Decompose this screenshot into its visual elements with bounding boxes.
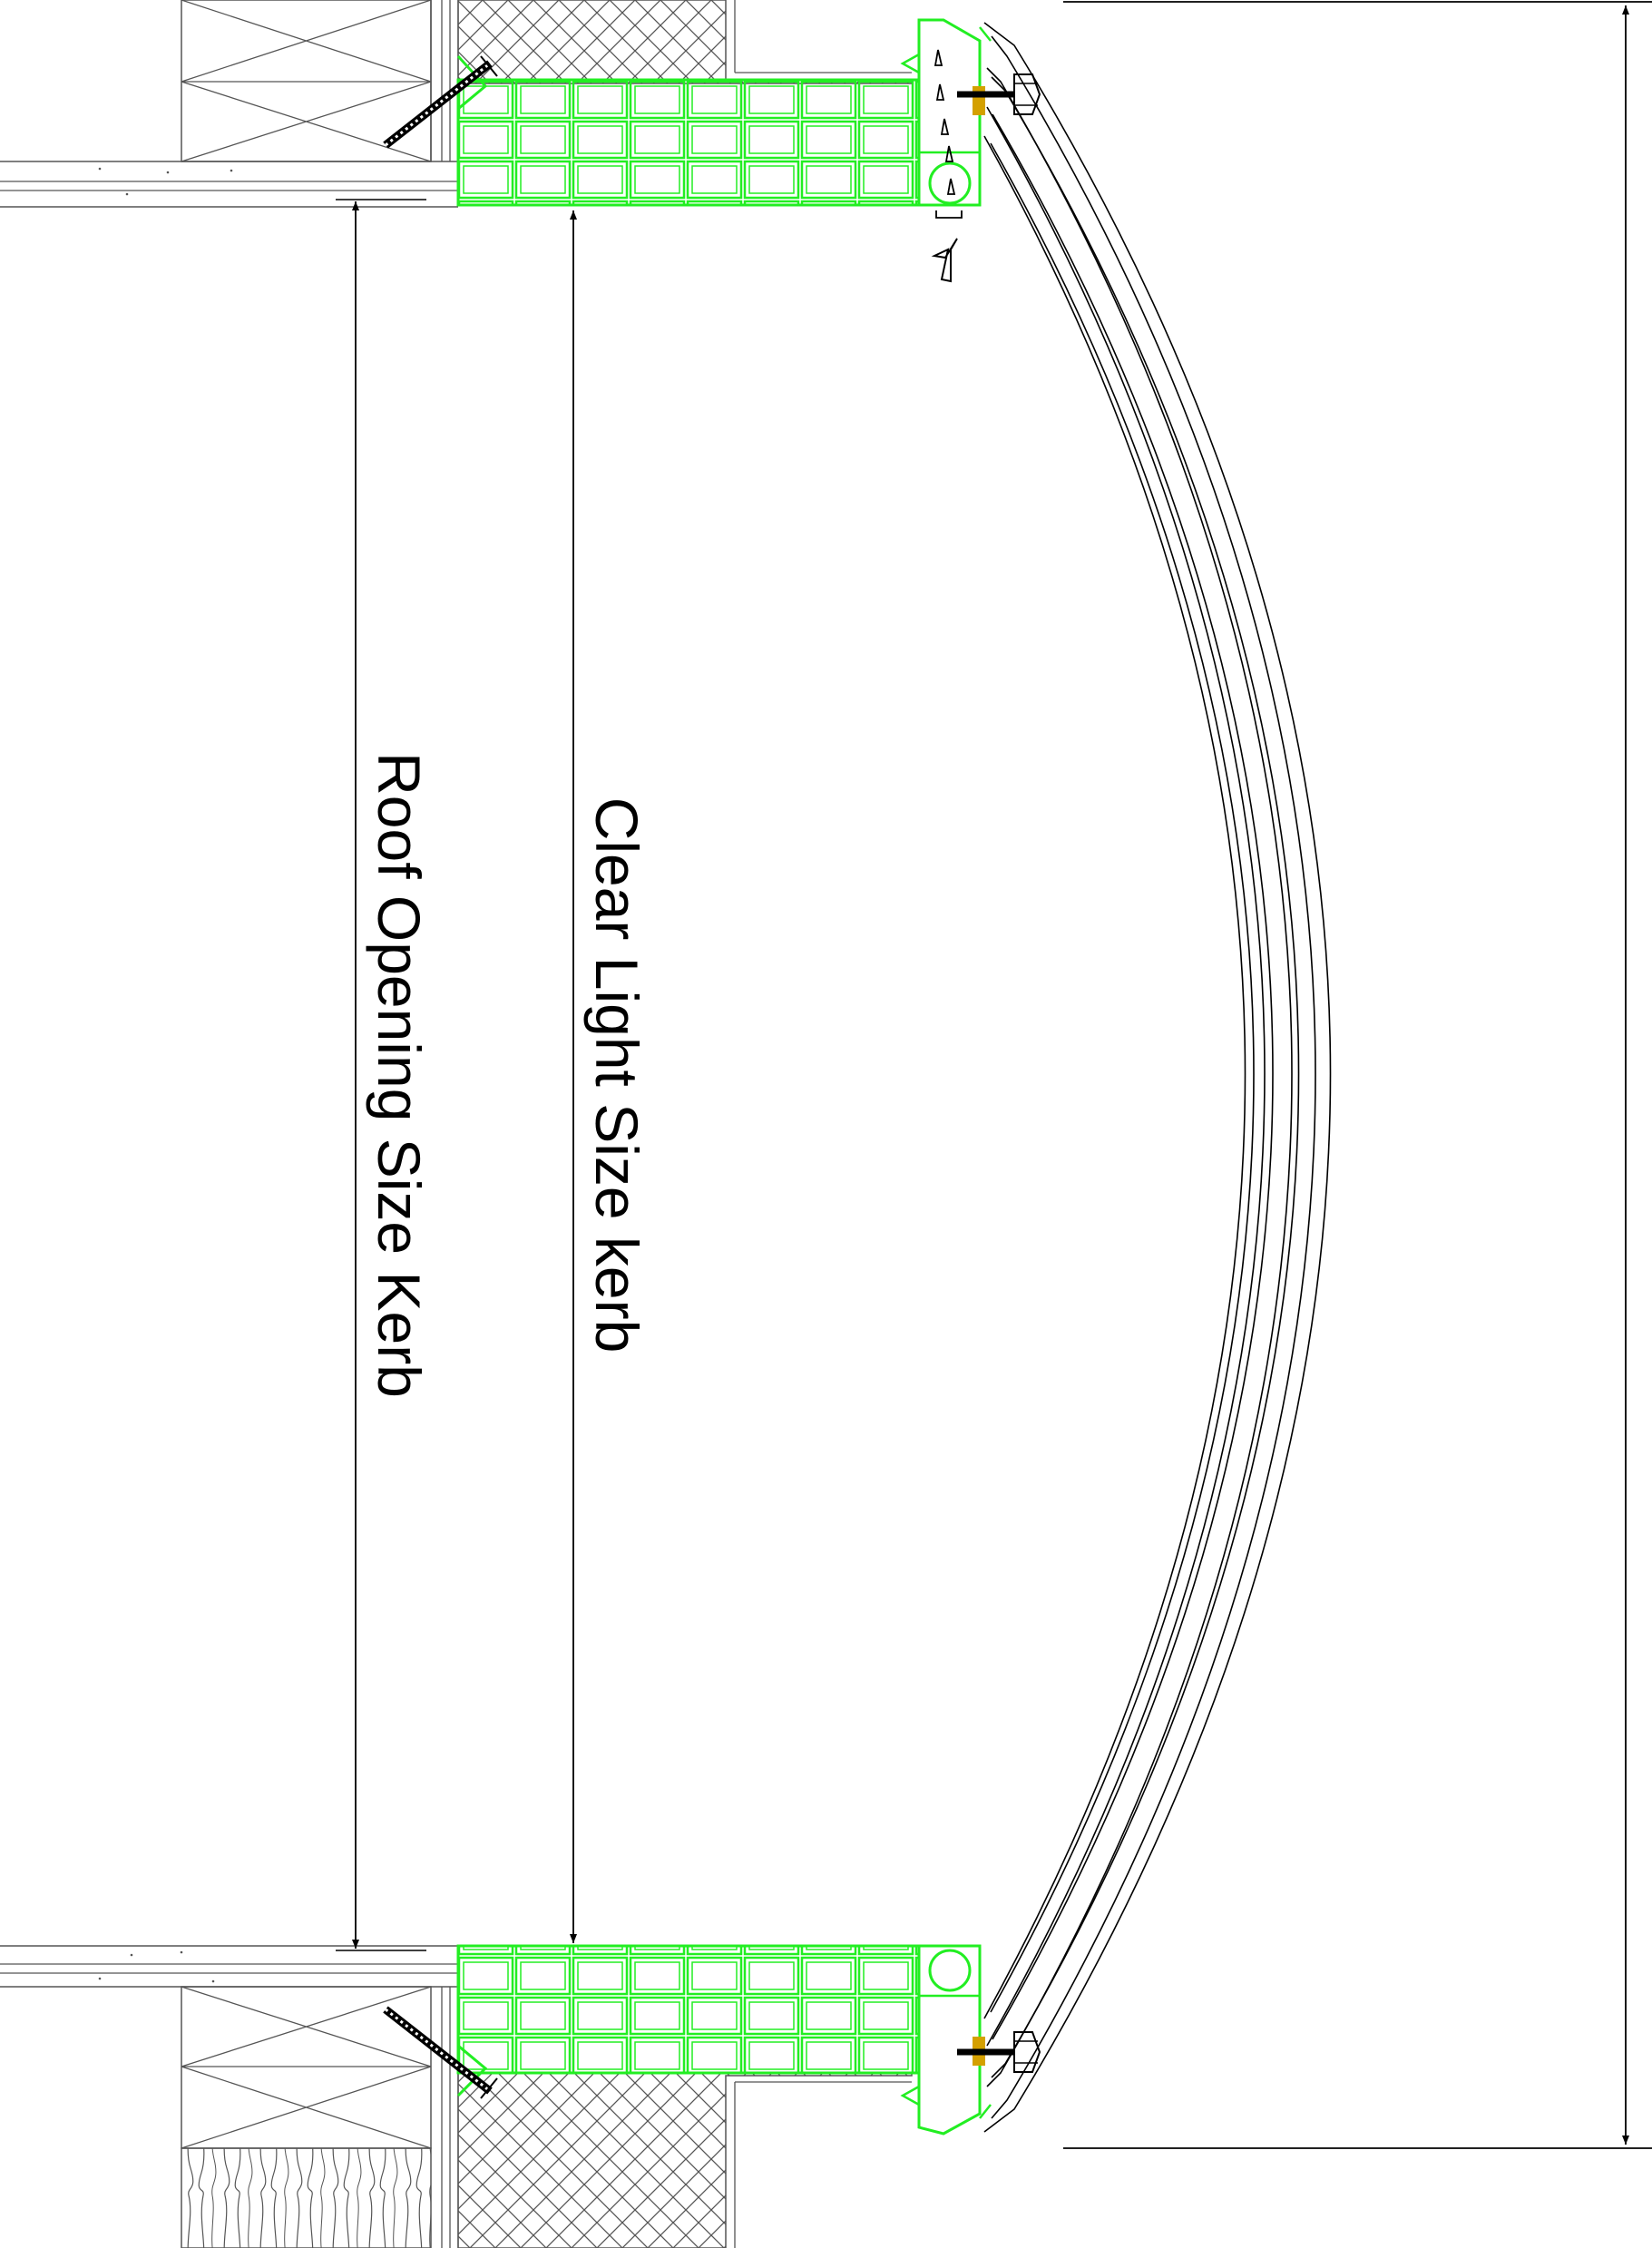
top-roof-deck bbox=[0, 161, 458, 208]
bottom-kerb-tube bbox=[928, 1949, 972, 1992]
bottom-insulation-hatch bbox=[457, 2072, 913, 2248]
fixing-bolt-icon bbox=[957, 73, 1041, 115]
vent-arrow-icon bbox=[931, 238, 958, 283]
screw-icon bbox=[383, 2006, 498, 2099]
domed-glazing bbox=[983, 22, 1332, 2133]
bottom-roof-deck bbox=[0, 1945, 458, 1988]
clear-light-size-label: Clear Light Size kerb bbox=[583, 797, 650, 1354]
vent-arrow-icon bbox=[934, 49, 956, 195]
fixing-bolt-icon bbox=[957, 2031, 1041, 2073]
overall-dimension bbox=[1063, 1, 1652, 2149]
wood-grain-pattern bbox=[181, 2147, 432, 2248]
top-insulation-hatch bbox=[457, 0, 913, 84]
top-wall-section bbox=[0, 0, 913, 208]
bottom-kerb-profile bbox=[456, 1944, 992, 2136]
top-kerb-tube bbox=[928, 161, 972, 205]
screw-icon bbox=[383, 55, 498, 149]
bottom-wall-section bbox=[0, 1945, 913, 2248]
top-kerb-profile bbox=[456, 18, 992, 283]
roof-opening-size-label: Roof Opening Size Kerb bbox=[366, 752, 433, 1398]
